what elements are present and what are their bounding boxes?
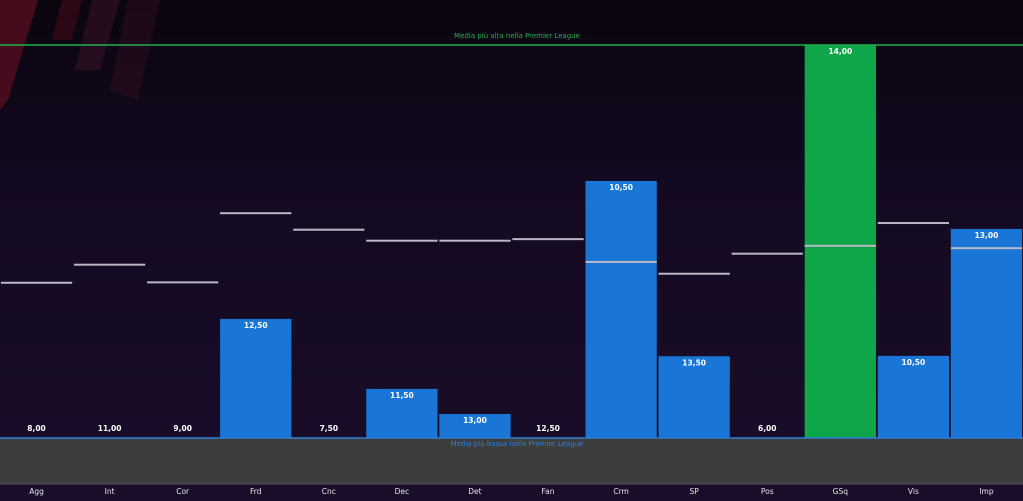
value-label-crm: 10,50	[609, 183, 633, 192]
value-label-fan: 12,50	[536, 424, 560, 433]
average-marker-dec	[366, 239, 438, 242]
average-marker-agg	[0, 281, 73, 284]
bar-det	[439, 414, 511, 438]
value-label-dec: 11,50	[390, 391, 414, 400]
tick-label-cor: Cor	[176, 487, 190, 496]
tick-label-det: Det	[468, 487, 481, 496]
value-label-det: 13,00	[463, 416, 487, 425]
average-marker-cnc	[293, 228, 365, 231]
tick-label-sp: SP	[690, 487, 700, 496]
value-label-int: 11,00	[98, 424, 122, 433]
tick-label-fan: Fan	[542, 487, 555, 496]
background-stripes	[0, 0, 160, 110]
value-label-cnc: 7,50	[320, 424, 339, 433]
tick-label-cnc: Cnc	[322, 487, 336, 496]
average-marker-crm	[585, 260, 657, 263]
value-label-imp: 13,00	[975, 231, 999, 240]
average-marker-fan	[512, 238, 584, 241]
tick-label-frd: Frd	[250, 487, 262, 496]
bar-frd	[220, 318, 292, 438]
value-label-agg: 8,00	[27, 424, 46, 433]
bar-dec	[366, 388, 438, 438]
tick-label-gsq: GSq	[833, 487, 849, 496]
tick-label-vis: Vis	[908, 487, 919, 496]
average-marker-sp	[658, 272, 730, 275]
average-marker-cor	[147, 281, 219, 284]
tick-label-int: Int	[105, 487, 115, 496]
bar-sp	[658, 356, 730, 438]
tick-label-imp: Imp	[979, 487, 994, 496]
bar-imp	[950, 228, 1023, 438]
tick-label-dec: Dec	[395, 487, 410, 496]
bottom-band	[0, 438, 1023, 484]
tick-label-pos: Pos	[761, 487, 774, 496]
average-marker-det	[439, 239, 511, 242]
average-marker-int	[73, 263, 146, 266]
bar-crm	[585, 180, 657, 438]
bar-gsq	[804, 45, 876, 438]
value-label-vis: 10,50	[902, 358, 926, 367]
value-label-cor: 9,00	[173, 424, 192, 433]
top-line-label: Media più alta nella Premier League	[454, 32, 580, 40]
bar-vis	[877, 355, 950, 438]
average-marker-pos	[731, 252, 803, 255]
average-marker-gsq	[804, 244, 876, 247]
average-marker-frd	[220, 212, 292, 215]
value-label-sp: 13,50	[682, 358, 706, 367]
value-label-frd: 12,50	[244, 321, 268, 330]
tick-label-agg: Agg	[29, 487, 44, 496]
value-label-pos: 6,00	[758, 424, 777, 433]
average-marker-vis	[877, 222, 950, 225]
average-marker-imp	[950, 247, 1023, 250]
value-label-gsq: 14,00	[828, 47, 852, 56]
tick-label-crm: Crm	[613, 487, 629, 496]
bottom-line-label: Media più bassa nella Premier League	[451, 440, 584, 448]
